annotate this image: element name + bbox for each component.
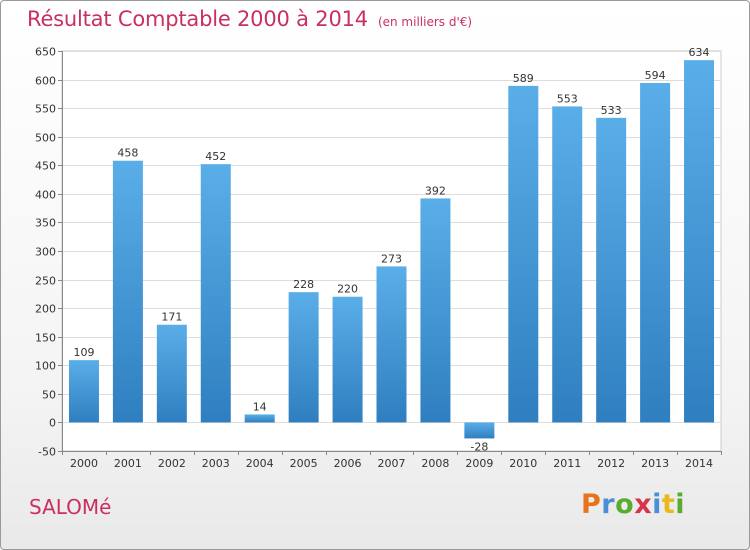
x-tick-label: 2003 bbox=[202, 457, 230, 470]
bar-value-label: 14 bbox=[253, 400, 267, 413]
bar-value-label: 533 bbox=[601, 104, 622, 117]
bar bbox=[640, 83, 671, 423]
logo-letter: P bbox=[581, 489, 602, 520]
bar bbox=[244, 414, 275, 423]
y-tick-label: 50 bbox=[42, 389, 56, 402]
bar-value-label: 392 bbox=[425, 184, 446, 197]
title-row: Résultat Comptable 2000 à 2014 (en millie… bbox=[27, 7, 472, 31]
bar bbox=[112, 160, 143, 423]
x-tick-label: 2010 bbox=[509, 457, 537, 470]
bar-value-label: 109 bbox=[73, 346, 94, 359]
bar-value-label: 220 bbox=[337, 283, 358, 296]
y-tick-label: -50 bbox=[38, 446, 56, 459]
y-tick-label: 550 bbox=[35, 103, 56, 116]
x-tick-label: 2005 bbox=[290, 457, 318, 470]
bar-value-label: 452 bbox=[205, 150, 226, 163]
x-tick-label: 2012 bbox=[597, 457, 625, 470]
bar-value-label: -28 bbox=[470, 440, 488, 453]
y-tick-label: 300 bbox=[35, 246, 56, 259]
y-tick-label: 650 bbox=[35, 46, 56, 59]
y-tick-label: 150 bbox=[35, 332, 56, 345]
bar-value-label: 634 bbox=[689, 46, 710, 59]
x-tick-label: 2004 bbox=[246, 457, 274, 470]
chart-title: Résultat Comptable 2000 à 2014 bbox=[27, 7, 368, 31]
chart-subtitle: (en milliers d'€) bbox=[377, 15, 473, 29]
bar bbox=[156, 324, 187, 423]
logo-letter: i bbox=[652, 489, 662, 520]
bar-value-label: 273 bbox=[381, 252, 402, 265]
x-tick-label: 2009 bbox=[465, 457, 493, 470]
bar bbox=[552, 106, 583, 423]
bar-value-label: 171 bbox=[161, 311, 182, 324]
y-tick-label: 100 bbox=[35, 360, 56, 373]
logo-letter: x bbox=[634, 489, 653, 520]
x-tick-label: 2006 bbox=[334, 457, 362, 470]
bar-value-label: 228 bbox=[293, 278, 314, 291]
bar bbox=[684, 60, 715, 423]
bar-value-label: 589 bbox=[513, 72, 534, 85]
bar bbox=[464, 422, 495, 439]
x-tick-label: 2014 bbox=[685, 457, 713, 470]
bar bbox=[332, 296, 363, 423]
y-tick-label: 500 bbox=[35, 132, 56, 145]
y-tick-label: 250 bbox=[35, 275, 56, 288]
y-tick-label: 450 bbox=[35, 160, 56, 173]
y-tick-label: 200 bbox=[35, 303, 56, 316]
logo-letter: r bbox=[601, 489, 616, 520]
bar-value-label: 458 bbox=[117, 147, 138, 160]
x-tick-label: 2001 bbox=[114, 457, 142, 470]
bar bbox=[68, 360, 99, 423]
x-tick-label: 2013 bbox=[641, 457, 669, 470]
x-tick-label: 2008 bbox=[421, 457, 449, 470]
bar bbox=[376, 266, 407, 423]
bar bbox=[596, 117, 627, 423]
x-tick-label: 2007 bbox=[378, 457, 406, 470]
logo-letter: o bbox=[615, 489, 635, 520]
logo-letter: i bbox=[675, 489, 686, 520]
bar-value-label: 594 bbox=[645, 69, 666, 82]
bar bbox=[200, 164, 231, 423]
y-tick-label: 600 bbox=[35, 75, 56, 88]
logo-letter: t bbox=[661, 489, 676, 520]
bar bbox=[420, 198, 451, 423]
town-name: SALOMé bbox=[29, 495, 112, 519]
y-tick-label: 400 bbox=[35, 189, 56, 202]
bar-value-label: 553 bbox=[557, 92, 578, 105]
x-tick-label: 2000 bbox=[70, 457, 98, 470]
y-tick-label: 0 bbox=[49, 417, 56, 430]
proxiti-logo: Proxiti bbox=[581, 489, 685, 520]
bar bbox=[288, 292, 319, 423]
y-tick-label: 350 bbox=[35, 217, 56, 230]
x-tick-label: 2011 bbox=[553, 457, 581, 470]
bar bbox=[508, 85, 539, 423]
x-tick-label: 2002 bbox=[158, 457, 186, 470]
